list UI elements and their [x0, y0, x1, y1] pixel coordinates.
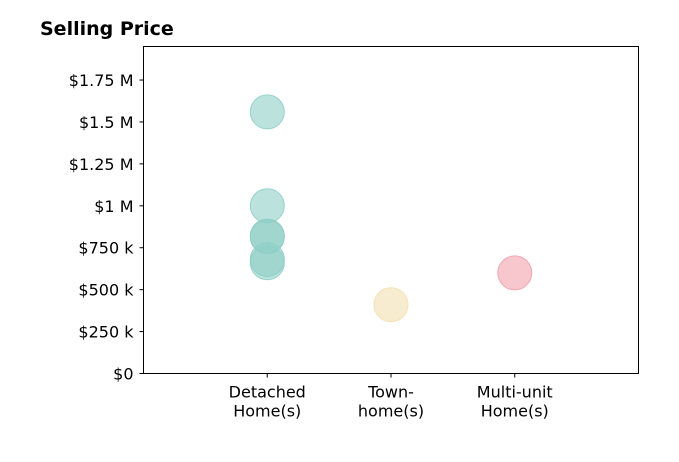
y-tick-label-2: $500 k	[78, 281, 134, 300]
y-tick-label-3: $750 k	[78, 239, 134, 258]
y-tick-label-5: $1.25 M	[69, 155, 134, 174]
data-point-2-0	[497, 255, 533, 291]
x-tick-label-0: Detached Home(s)	[229, 383, 306, 421]
y-tick-label-6: $1.5 M	[79, 113, 134, 132]
x-tick-label-2: Multi-unit Home(s)	[477, 383, 553, 421]
y-tick-label-1: $250 k	[78, 323, 134, 342]
data-point-0-5	[249, 245, 285, 281]
data-point-0-1	[249, 188, 285, 224]
x-tick-label-1: Town-home(s)	[358, 383, 424, 421]
y-tick-label-4: $1 M	[94, 197, 133, 216]
chart-title: Selling Price	[40, 18, 174, 40]
data-point-0-0	[249, 94, 285, 130]
y-tick-label-0: $0	[113, 365, 133, 384]
plot-area-frame	[143, 46, 639, 374]
data-point-1-0	[373, 287, 409, 323]
y-tick-label-7: $1.75 M	[69, 71, 134, 90]
